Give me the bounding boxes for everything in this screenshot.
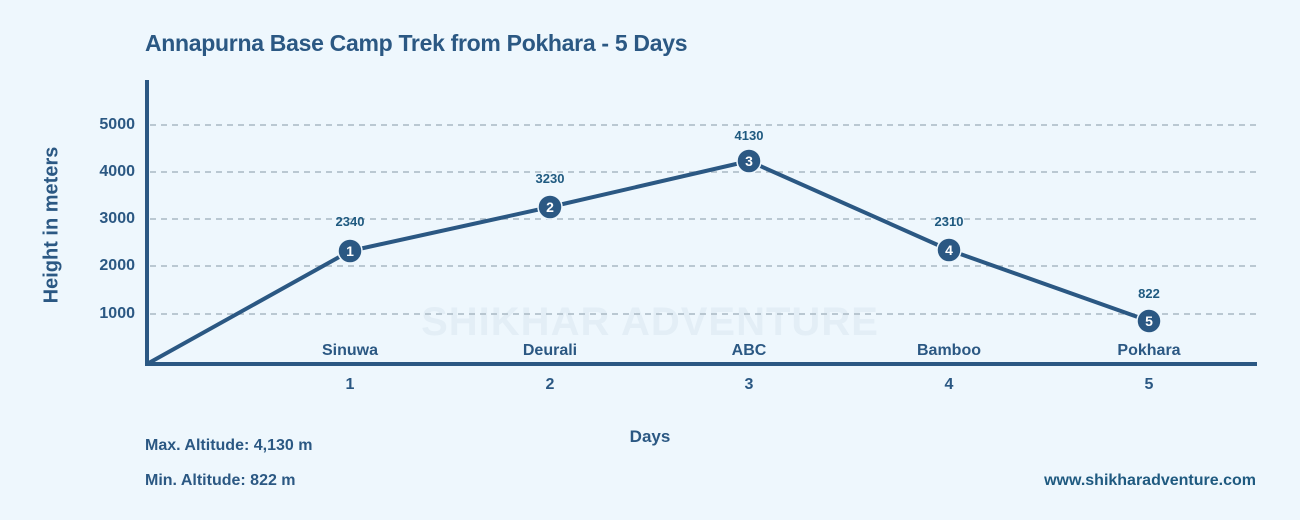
data-value-label: 2310 <box>934 214 964 229</box>
marker-label-2: 2 <box>546 199 554 215</box>
x-tick: 1 <box>345 376 355 393</box>
y-tick: 3000 <box>99 210 135 227</box>
x-tick: 4 <box>944 376 954 393</box>
website-link[interactable]: www.shikharadventure.com <box>1044 472 1256 489</box>
place-label: Sinuwa <box>321 342 379 359</box>
place-label: Bamboo <box>917 342 981 359</box>
min-altitude-text: Min. Altitude: 822 m <box>145 472 296 489</box>
x-tick: 2 <box>545 376 555 393</box>
place-label: ABC <box>731 342 767 359</box>
y-tick: 2000 <box>99 257 135 274</box>
place-label: Deurali <box>522 342 578 359</box>
x-tick: 3 <box>744 376 754 393</box>
place-label: Pokhara <box>1117 342 1181 359</box>
gridlines <box>150 124 1256 315</box>
marker-label-4: 4 <box>945 242 953 258</box>
x-axis-label: Days <box>629 427 671 446</box>
watermark-logo: SHIKHAR ADVENTURE <box>421 300 879 344</box>
data-value-label: 822 <box>1138 286 1160 301</box>
marker-label-5: 5 <box>1145 313 1153 329</box>
data-value-label: 3230 <box>535 171 565 186</box>
altitude-line <box>146 159 1150 366</box>
data-value-label: 2340 <box>335 214 365 229</box>
marker-label-1: 1 <box>346 243 354 259</box>
max-altitude-text: Max. Altitude: 4,130 m <box>145 437 313 454</box>
y-tick: 1000 <box>99 305 135 322</box>
x-tick: 5 <box>1144 376 1154 393</box>
y-axis-label: Height in meters <box>40 146 63 304</box>
y-tick: 4000 <box>99 163 135 180</box>
data-markers <box>337 148 1162 334</box>
marker-label-3: 3 <box>745 153 753 169</box>
y-tick: 5000 <box>99 116 135 133</box>
data-value-label: 4130 <box>734 128 764 143</box>
chart-title: Annapurna Base Camp Trek from Pokhara - … <box>145 30 688 56</box>
